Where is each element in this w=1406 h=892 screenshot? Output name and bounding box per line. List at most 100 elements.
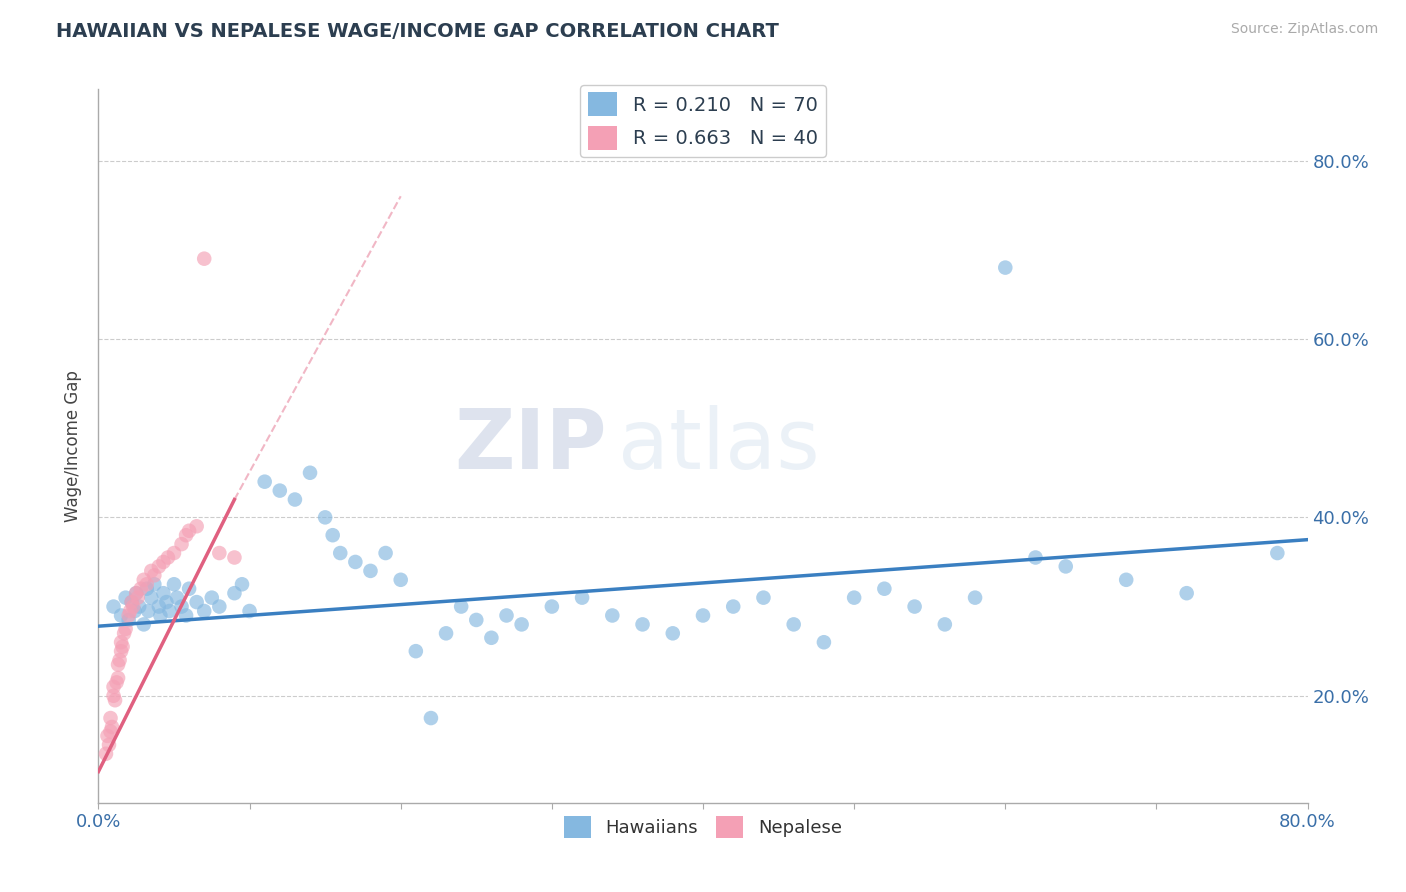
Point bbox=[661, 626, 683, 640]
Legend: Hawaiians, Nepalese: Hawaiians, Nepalese bbox=[557, 809, 849, 845]
Point bbox=[103, 599, 125, 614]
Point bbox=[105, 675, 128, 690]
Point bbox=[904, 599, 927, 614]
Point bbox=[844, 591, 866, 605]
Point bbox=[96, 729, 118, 743]
Point bbox=[174, 528, 197, 542]
Point bbox=[101, 720, 124, 734]
Point bbox=[103, 689, 125, 703]
Point bbox=[495, 608, 517, 623]
Point bbox=[631, 617, 654, 632]
Point bbox=[114, 591, 136, 605]
Point bbox=[1267, 546, 1289, 560]
Point bbox=[540, 599, 562, 614]
Point bbox=[450, 599, 472, 614]
Point bbox=[121, 595, 143, 609]
Point bbox=[143, 568, 166, 582]
Point bbox=[112, 626, 135, 640]
Point bbox=[374, 546, 396, 560]
Point bbox=[141, 591, 163, 605]
Point bbox=[873, 582, 896, 596]
Point bbox=[100, 711, 122, 725]
Point bbox=[360, 564, 382, 578]
Point bbox=[143, 577, 166, 591]
Point bbox=[179, 582, 201, 596]
Point bbox=[124, 604, 146, 618]
Point bbox=[149, 608, 172, 623]
Point bbox=[571, 591, 593, 605]
Point bbox=[125, 586, 148, 600]
Point bbox=[299, 466, 322, 480]
Point bbox=[110, 635, 132, 649]
Point bbox=[208, 599, 231, 614]
Point bbox=[98, 738, 121, 752]
Point bbox=[1115, 573, 1137, 587]
Point bbox=[208, 546, 231, 560]
Point bbox=[159, 604, 181, 618]
Point bbox=[231, 577, 253, 591]
Point bbox=[344, 555, 367, 569]
Point bbox=[994, 260, 1017, 275]
Point bbox=[420, 711, 443, 725]
Point bbox=[934, 617, 956, 632]
Point bbox=[201, 591, 224, 605]
Point bbox=[148, 599, 170, 614]
Point bbox=[269, 483, 291, 498]
Point bbox=[329, 546, 352, 560]
Point bbox=[104, 693, 127, 707]
Point bbox=[239, 604, 262, 618]
Text: atlas: atlas bbox=[619, 406, 820, 486]
Point bbox=[108, 653, 131, 667]
Point bbox=[135, 577, 157, 591]
Text: HAWAIIAN VS NEPALESE WAGE/INCOME GAP CORRELATION CHART: HAWAIIAN VS NEPALESE WAGE/INCOME GAP COR… bbox=[56, 22, 779, 41]
Point bbox=[111, 640, 134, 654]
Point bbox=[965, 591, 987, 605]
Point bbox=[193, 252, 215, 266]
Point bbox=[224, 550, 246, 565]
Point bbox=[121, 595, 143, 609]
Point bbox=[193, 604, 215, 618]
Point bbox=[135, 582, 157, 596]
Point bbox=[122, 599, 145, 614]
Point bbox=[253, 475, 276, 489]
Point bbox=[434, 626, 457, 640]
Point bbox=[103, 680, 125, 694]
Point bbox=[723, 599, 745, 614]
Point bbox=[100, 724, 122, 739]
Point bbox=[114, 622, 136, 636]
Point bbox=[170, 599, 193, 614]
Point bbox=[1054, 559, 1077, 574]
Point bbox=[118, 608, 141, 623]
Point bbox=[125, 586, 148, 600]
Point bbox=[152, 555, 174, 569]
Point bbox=[110, 644, 132, 658]
Point bbox=[163, 546, 186, 560]
Point bbox=[152, 586, 174, 600]
Point bbox=[174, 608, 197, 623]
Point bbox=[481, 631, 503, 645]
Point bbox=[186, 519, 208, 533]
Point bbox=[314, 510, 336, 524]
Point bbox=[166, 591, 188, 605]
Point bbox=[163, 577, 186, 591]
Point bbox=[405, 644, 427, 658]
Point bbox=[107, 657, 129, 672]
Point bbox=[132, 573, 155, 587]
Point bbox=[110, 608, 132, 623]
Point bbox=[465, 613, 488, 627]
Point bbox=[389, 573, 412, 587]
Point bbox=[132, 617, 155, 632]
Point bbox=[127, 591, 149, 605]
Point bbox=[128, 599, 150, 614]
Point bbox=[510, 617, 533, 632]
Point bbox=[752, 591, 775, 605]
Y-axis label: Wage/Income Gap: Wage/Income Gap bbox=[65, 370, 83, 522]
Point bbox=[170, 537, 193, 551]
Point bbox=[155, 595, 177, 609]
Point bbox=[1175, 586, 1198, 600]
Text: Source: ZipAtlas.com: Source: ZipAtlas.com bbox=[1230, 22, 1378, 37]
Text: ZIP: ZIP bbox=[454, 406, 606, 486]
Point bbox=[141, 564, 163, 578]
Point bbox=[284, 492, 307, 507]
Point bbox=[107, 671, 129, 685]
